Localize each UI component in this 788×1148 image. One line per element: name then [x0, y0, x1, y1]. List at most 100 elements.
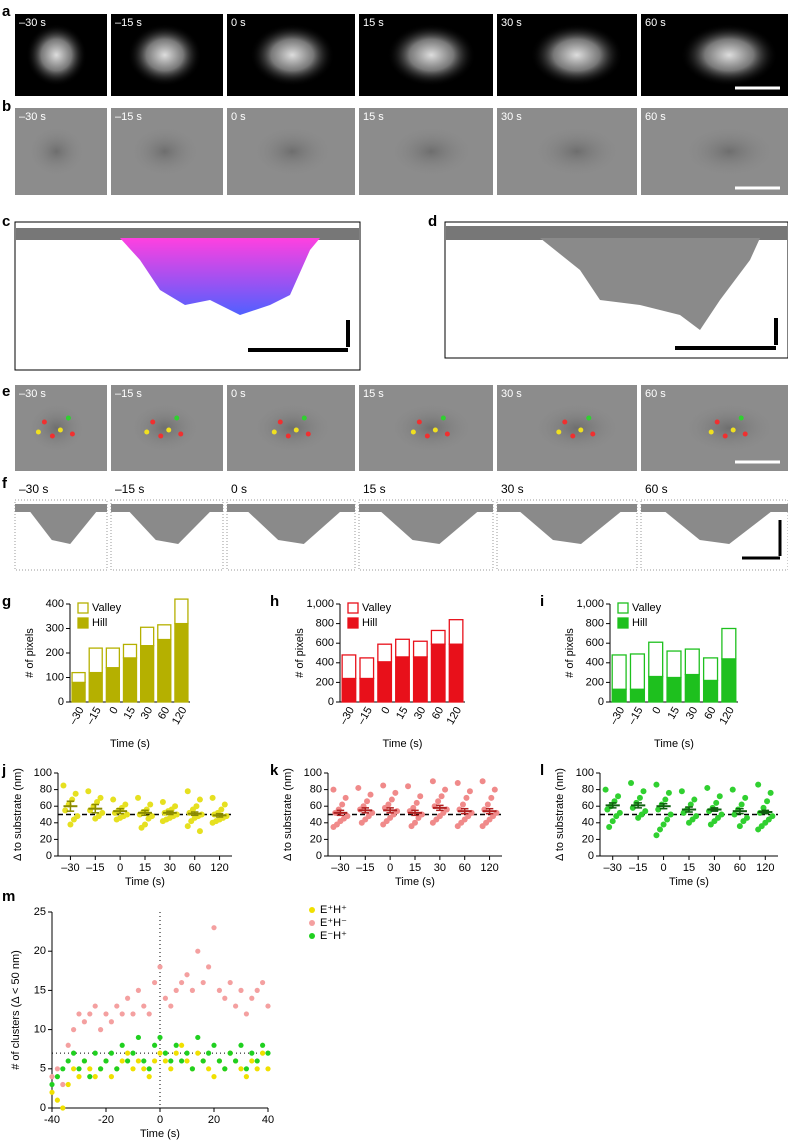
panel-label: m	[2, 888, 15, 905]
y-tick-label: 1,000	[306, 598, 334, 610]
panel-label: a	[2, 3, 11, 20]
bar-segment	[341, 654, 357, 680]
point	[254, 1066, 260, 1072]
surface	[497, 504, 637, 512]
point	[168, 1003, 174, 1009]
point	[206, 1066, 212, 1072]
valley	[379, 510, 480, 544]
point	[60, 1081, 66, 1088]
point	[141, 1003, 147, 1009]
point	[200, 979, 206, 986]
point	[54, 1097, 61, 1103]
bar-segment	[377, 643, 393, 663]
point	[184, 972, 190, 978]
legend-swatch	[347, 617, 359, 629]
bar-segment	[702, 679, 719, 703]
point	[417, 793, 424, 800]
x-tick-label: 30	[708, 862, 720, 874]
cluster-dot	[562, 419, 568, 425]
cluster-dot	[570, 433, 576, 439]
bar-segment	[721, 658, 737, 703]
time-label: 15 s	[363, 388, 384, 400]
cluster-dot	[293, 427, 299, 433]
bar-segment	[448, 643, 464, 703]
legend-label: Hill	[92, 617, 107, 629]
point	[222, 1066, 228, 1072]
legend-label: Hill	[632, 617, 647, 629]
fluorescence	[26, 23, 87, 87]
point	[60, 1066, 66, 1072]
point	[173, 1042, 179, 1048]
point	[435, 798, 442, 805]
point	[713, 799, 720, 806]
legend-label: Valley	[92, 602, 122, 614]
point	[249, 995, 255, 1001]
legend-swatch	[347, 602, 359, 614]
point	[211, 1042, 217, 1048]
cell-relief	[682, 125, 777, 178]
point	[211, 925, 217, 931]
time-label: 30 s	[501, 388, 522, 400]
point	[179, 1058, 185, 1064]
cluster-dot	[65, 415, 71, 421]
point	[49, 1081, 55, 1088]
bar-segment	[666, 650, 682, 679]
point	[162, 1058, 168, 1064]
point	[85, 788, 92, 795]
fluorescence	[250, 23, 335, 87]
time-label: 0 s	[231, 17, 246, 29]
x-tick-label: 120	[170, 705, 190, 727]
point	[94, 799, 101, 806]
y-tick-label: 80	[310, 784, 322, 796]
cell-relief	[388, 125, 475, 178]
x-axis-label: Time (s)	[125, 876, 165, 888]
point	[227, 979, 233, 986]
cluster-dot	[432, 427, 438, 433]
y-tick-label: 0	[58, 696, 64, 708]
point	[125, 1050, 131, 1056]
cell-relief	[26, 125, 86, 178]
point	[135, 1058, 141, 1064]
x-tick-label: 120	[445, 705, 465, 727]
point	[704, 784, 711, 791]
point	[615, 793, 622, 800]
surface	[641, 504, 788, 512]
bar-segment	[702, 657, 719, 682]
cluster-dot	[150, 419, 156, 425]
point	[413, 799, 420, 806]
point	[736, 823, 743, 830]
time-label: –30 s	[19, 388, 46, 400]
valley	[540, 238, 760, 330]
y-tick-label: 100	[46, 671, 64, 683]
point	[65, 1081, 71, 1088]
point	[130, 1066, 136, 1072]
x-tick-label: –15	[355, 705, 375, 727]
cluster-dot	[444, 431, 450, 437]
point	[54, 1074, 61, 1080]
y-tick-label: 20	[40, 833, 52, 845]
x-tick-label: -20	[98, 1114, 114, 1126]
y-tick-label: 400	[316, 657, 334, 669]
point	[71, 1050, 77, 1056]
point	[159, 799, 166, 806]
x-tick-label: 60	[430, 705, 447, 722]
cluster-dot	[301, 415, 307, 421]
panel-label: f	[2, 475, 8, 492]
point	[767, 789, 774, 796]
point	[162, 1050, 168, 1056]
x-tick-label: –30	[61, 862, 79, 874]
point	[152, 979, 158, 986]
y-tick-label: 800	[316, 618, 334, 630]
point	[209, 819, 216, 826]
bar-segment	[611, 688, 627, 703]
point	[76, 1066, 82, 1072]
point	[135, 1034, 141, 1041]
fluorescence	[387, 23, 476, 87]
y-tick-label: 10	[34, 1024, 46, 1036]
point	[716, 793, 723, 800]
point	[92, 1074, 98, 1080]
point	[755, 781, 762, 788]
cell-relief	[26, 402, 86, 454]
cell-relief	[682, 402, 777, 454]
point	[189, 987, 195, 994]
